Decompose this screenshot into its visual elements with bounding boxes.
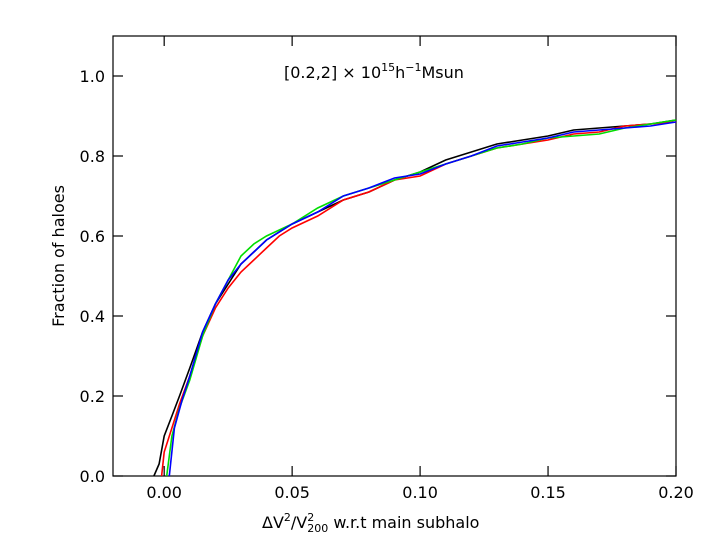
y-tick-label: 0.6 — [80, 227, 105, 246]
x-tick-label: 0.00 — [146, 483, 182, 502]
y-tick-label: 0.2 — [80, 387, 105, 406]
x-label-part: w.r.t main subhalo — [328, 513, 479, 532]
y-tick-label: 1.0 — [80, 67, 105, 86]
annotation-text: [0.2,2] × 10 — [284, 63, 381, 82]
x-axis-label: ΔV2/V2 200 w.r.t main subhalo — [262, 511, 479, 535]
y-tick-label: 0.0 — [80, 467, 105, 486]
y-tick-label: 0.8 — [80, 147, 105, 166]
x-tick-label: 0.20 — [658, 483, 694, 502]
x-label-sup: 2 — [284, 511, 291, 524]
annotation-sup: 15 — [381, 61, 395, 74]
annotation-text: Msun — [422, 63, 464, 82]
x-label-part: ΔV — [262, 513, 284, 532]
x-tick-label: 0.05 — [274, 483, 310, 502]
x-label-sub: 200 — [307, 522, 328, 535]
annotation: [0.2,2] × 1015h−1Msun — [284, 61, 464, 82]
y-axis-label: Fraction of haloes — [49, 185, 68, 327]
x-tick-label: 0.10 — [402, 483, 438, 502]
x-label-part: /V — [291, 513, 307, 532]
plot-frame — [112, 35, 677, 477]
y-tick-label: 0.4 — [80, 307, 105, 326]
series-line — [168, 121, 677, 477]
annotation-sup: −1 — [405, 61, 421, 74]
annotation-text: h — [395, 63, 405, 82]
series-line — [153, 119, 677, 477]
series-line — [160, 121, 677, 477]
x-tick-label: 0.15 — [530, 483, 566, 502]
x-label-sup: 2 — [307, 511, 314, 524]
